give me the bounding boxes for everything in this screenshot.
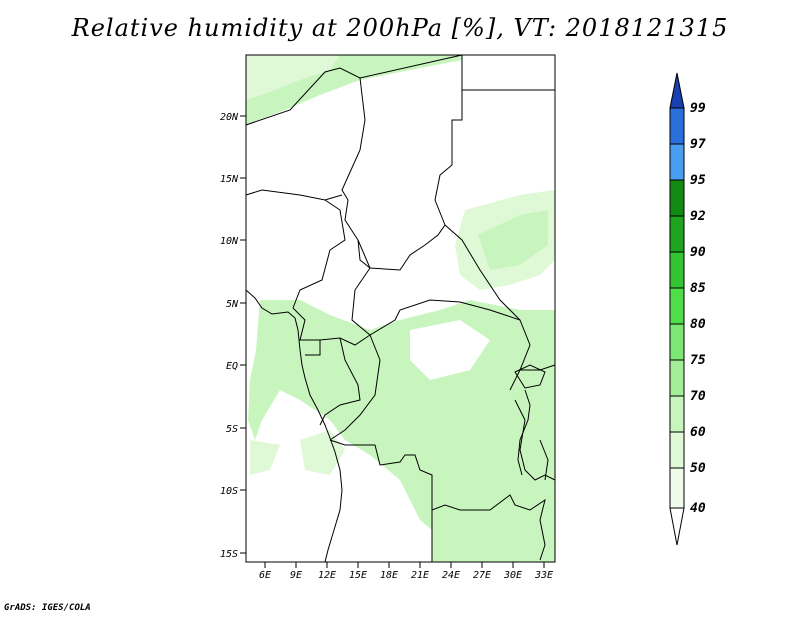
border-eq-guinea — [305, 340, 321, 356]
lat-label-10n: 10N — [220, 236, 239, 247]
latitude-axis: 20N 15N 10N 5N EQ 5S 10S 15S — [220, 112, 246, 560]
border-car — [351, 239, 521, 336]
border-chad — [341, 55, 463, 271]
humidity-area-central — [248, 300, 555, 562]
lon-label-15e: 15E — [349, 570, 367, 581]
colorbar-label-99: 99 — [690, 101, 706, 116]
colorbar-swatch — [669, 323, 685, 361]
lat-label-15n: 15N — [220, 174, 239, 185]
lat-label-20n: 20N — [220, 112, 239, 123]
border-sudan-south — [444, 224, 531, 391]
colorbar-swatch — [669, 215, 685, 253]
colorbar-swatch — [669, 431, 685, 469]
coastline-west-africa — [245, 289, 343, 563]
humidity-area-east-inner — [478, 210, 548, 270]
border-libya-chad — [245, 54, 463, 126]
colorbar-swatch — [669, 395, 685, 433]
colorbar-label-40: 40 — [690, 501, 706, 516]
map-panel — [245, 54, 556, 563]
lat-label-15s: 15S — [220, 549, 238, 560]
coastlines — [245, 289, 549, 563]
colorbar-swatch — [669, 143, 685, 181]
colorbar-label-95: 95 — [690, 173, 706, 188]
border-niger-nigeria — [245, 189, 343, 201]
lake-malawi — [539, 439, 549, 481]
country-borders — [245, 54, 556, 562]
lon-label-21e: 21E — [411, 570, 429, 581]
lake-tanganyika — [517, 389, 531, 476]
lon-label-27e: 27E — [473, 570, 491, 581]
colorbar — [669, 72, 685, 546]
lon-label-6e: 6E — [259, 570, 271, 581]
border-congo — [319, 337, 361, 426]
lon-label-18e: 18E — [380, 570, 398, 581]
chart-title: Relative humidity at 200hPa [%], VT: 201… — [71, 14, 729, 42]
border-angola-zambia — [329, 439, 546, 561]
lon-label-9e: 9E — [290, 570, 302, 581]
longitude-axis: 6E 9E 12E 15E 18E 21E 24E 27E 30E 33E — [259, 562, 553, 581]
colorbar-label-90: 90 — [690, 245, 706, 260]
lon-label-30e: 30E — [503, 570, 522, 581]
border-drc-west — [329, 334, 381, 441]
lat-label-eq: EQ — [226, 361, 238, 372]
colorbar-label-92: 92 — [690, 209, 706, 224]
colorbar-swatch — [669, 179, 685, 217]
border-nigeria-cameroon — [292, 199, 346, 309]
colorbar-label-80: 80 — [690, 317, 706, 332]
lat-label-10s: 10S — [220, 486, 238, 497]
lon-label-33e: 33E — [534, 570, 553, 581]
colorbar-label-85: 85 — [690, 281, 706, 296]
humidity-area-north-light — [246, 55, 340, 100]
colorbar-label-60: 60 — [690, 425, 706, 440]
colorbar-swatch — [669, 359, 685, 397]
map-frame — [245, 54, 556, 563]
colorbar-bottom-arrow — [669, 507, 685, 546]
humidity-shading — [246, 55, 555, 562]
colorbar-label-70: 70 — [690, 389, 706, 404]
colorbar-swatch — [669, 287, 685, 325]
colorbar-swatch — [669, 467, 685, 509]
lake-victoria — [514, 364, 546, 389]
humidity-patch-west — [250, 440, 280, 475]
colorbar-swatch — [669, 251, 685, 289]
colorbar-swatch — [669, 107, 685, 145]
lat-label-5s: 5S — [226, 424, 238, 435]
lon-label-24e: 24E — [442, 570, 460, 581]
border-tanzania — [514, 399, 556, 481]
lon-label-12e: 12E — [318, 570, 336, 581]
colorbar-label-97: 97 — [690, 137, 706, 152]
dry-patch-1 — [410, 320, 490, 380]
grads-credit: GrADS: IGES/COLA — [4, 603, 91, 613]
colorbar-label-75: 75 — [690, 353, 706, 368]
lat-label-5n: 5N — [226, 299, 239, 310]
colorbar-label-50: 50 — [690, 461, 706, 476]
colorbar-top-arrow — [669, 72, 685, 109]
